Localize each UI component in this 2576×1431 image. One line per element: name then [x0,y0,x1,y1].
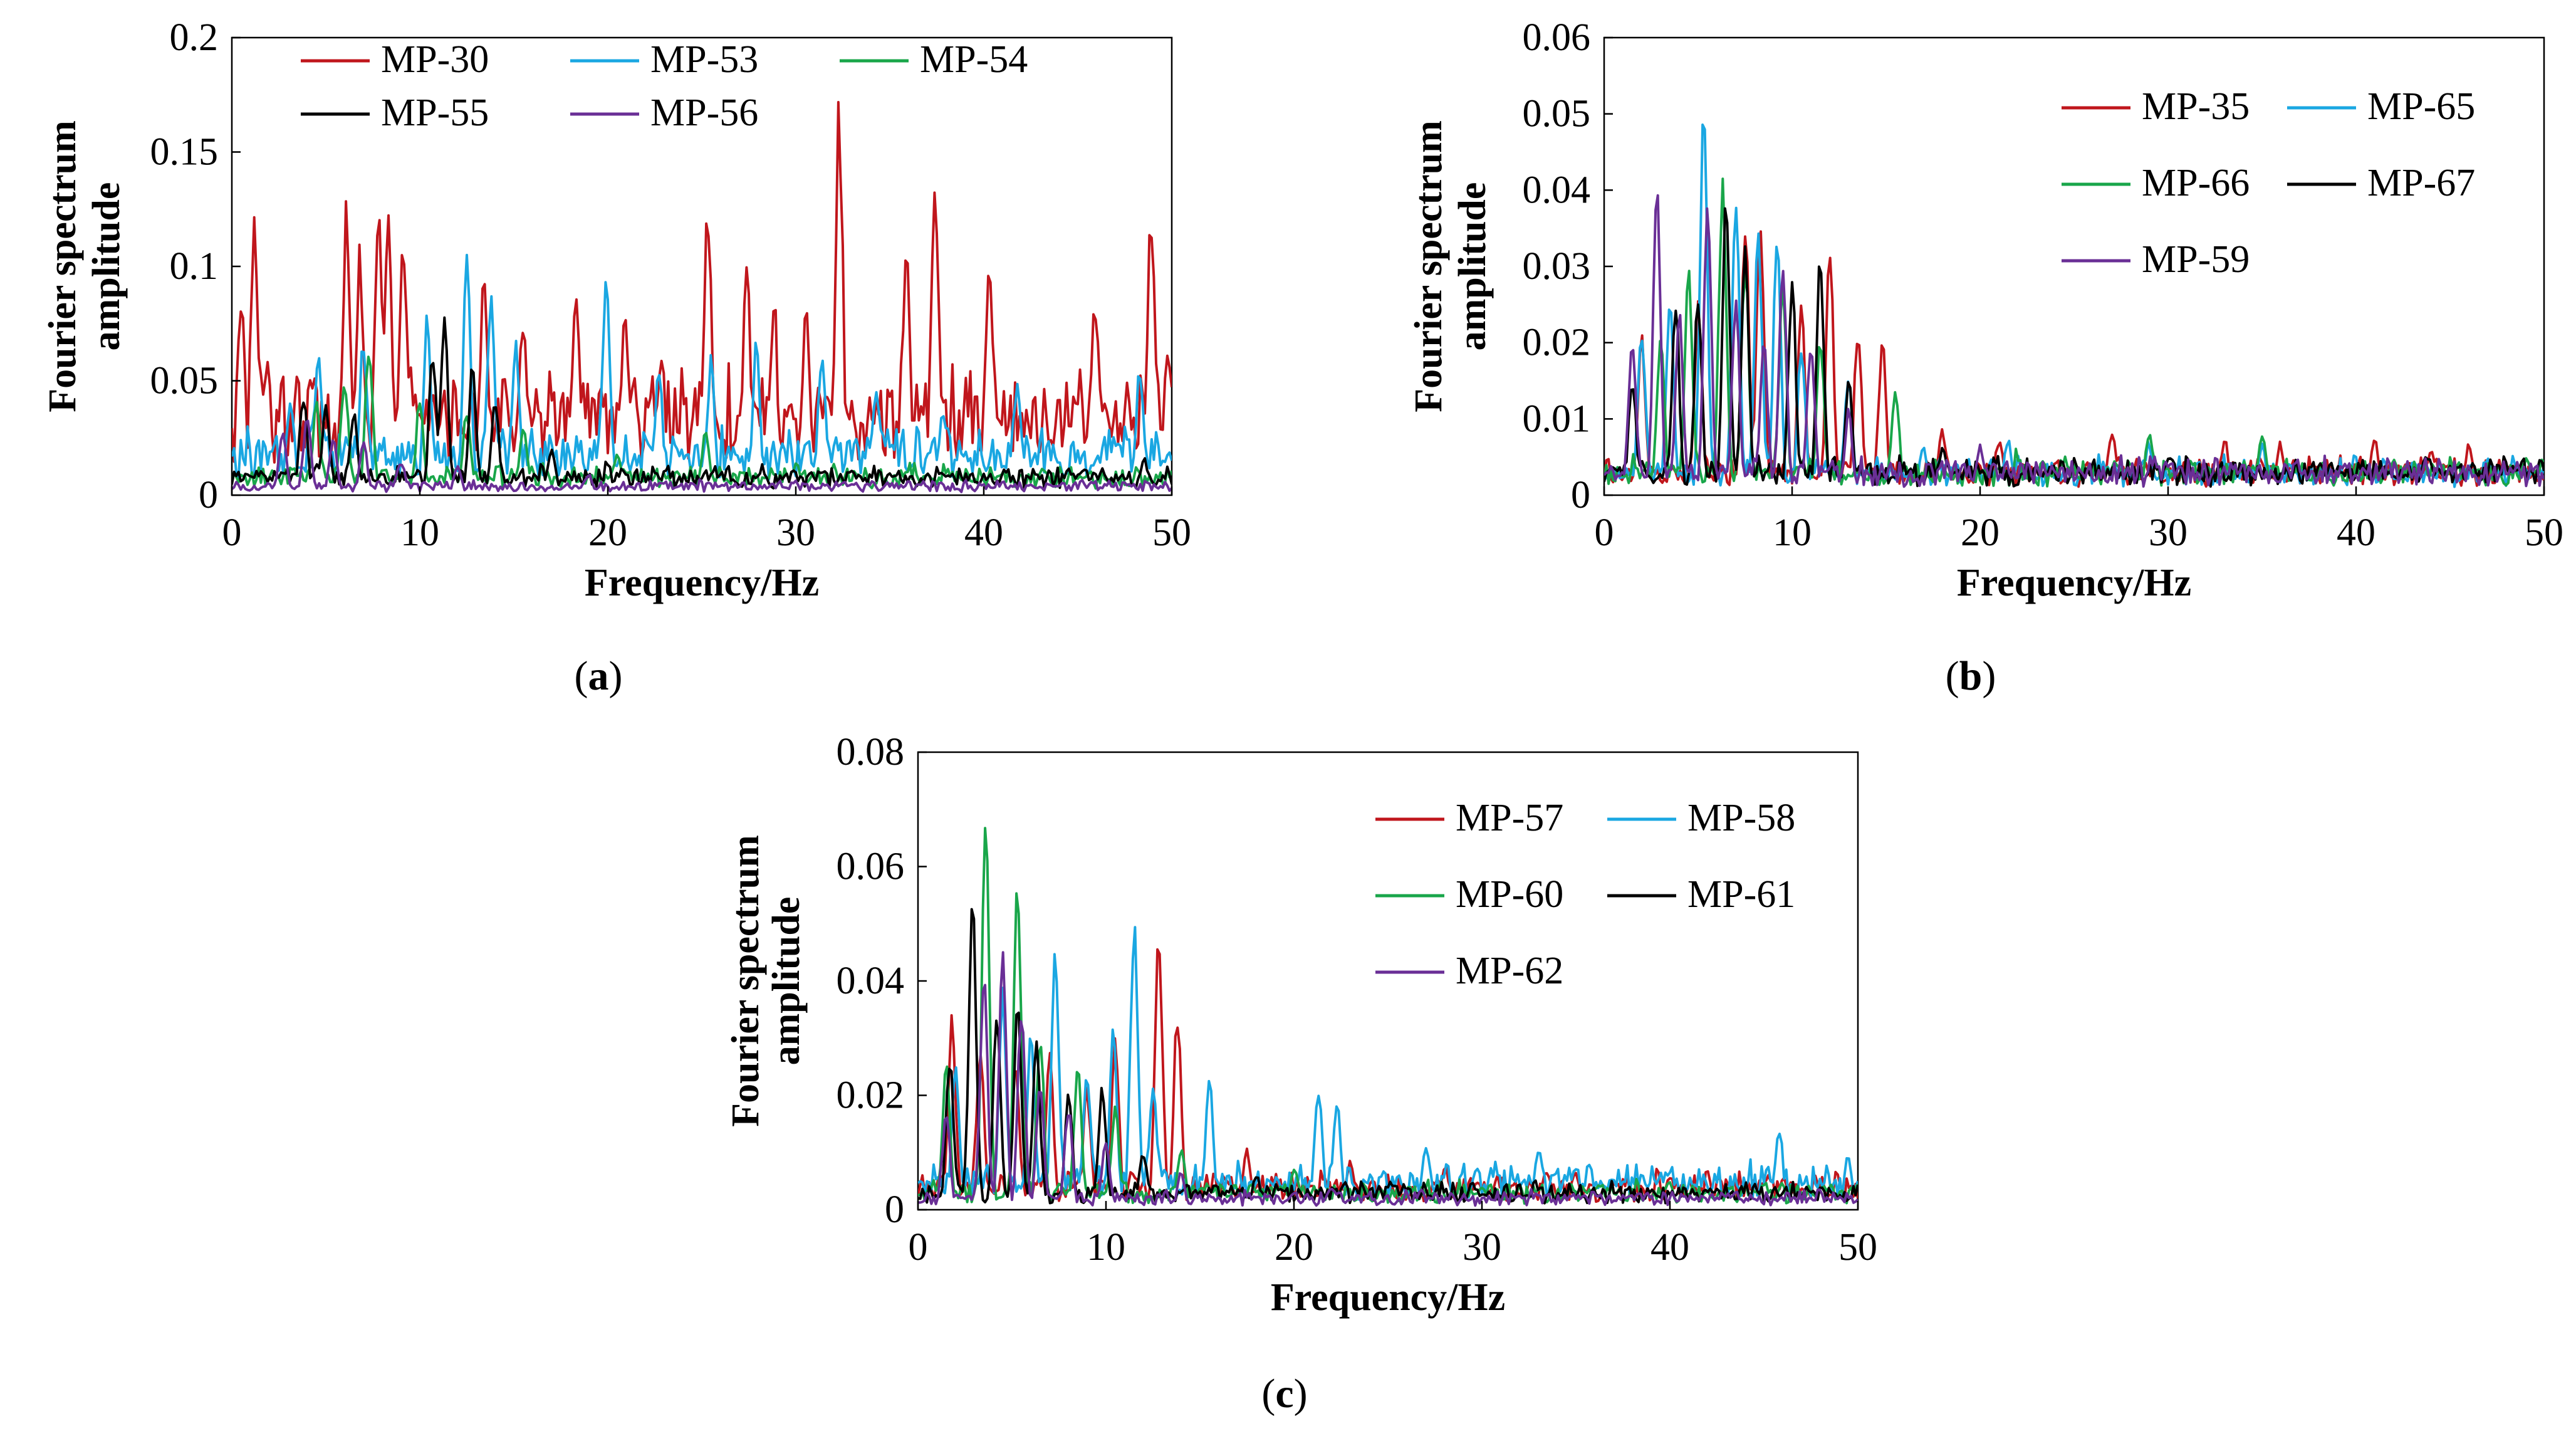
x-tick-label: 40 [2337,511,2375,554]
x-tick-label: 30 [776,511,815,554]
legend: MP-30 MP-53 MP-54 MP-55 MP-56 [301,38,1028,134]
series-line-mp-62 [918,951,1858,1207]
legend-label: MP-57 [1456,797,1563,839]
legend-label: MP-62 [1456,950,1563,992]
x-tick-label: 10 [1087,1226,1125,1269]
y-axis-title-line1: Fourier spectrum [724,835,767,1126]
y-tick-label: 0 [885,1188,904,1231]
x-tick-label: 50 [2525,511,2563,554]
y-tick-label: 0.06 [837,846,905,888]
series-group [232,101,1172,493]
y-tick-label: 0 [1571,474,1590,516]
legend-label: MP-53 [650,38,758,81]
legend-label: MP-54 [920,38,1028,81]
legend-label: MP-58 [1687,797,1795,839]
y-axis-title-line2: amplitude [85,182,128,351]
series-line-mp-59 [1604,194,2544,488]
x-tick-label: 30 [1463,1226,1501,1269]
legend-label: MP-66 [2142,162,2250,204]
y-tick-label: 0.01 [1523,397,1591,440]
series-line-mp-67 [1604,207,2544,488]
legend: MP-35 MP-65 MP-66 MP-67 MP-59 [2062,85,2475,281]
legend-label: MP-55 [381,92,489,134]
y-tick-label: 0.08 [837,731,905,773]
y-axis-title-line2: amplitude [1451,182,1494,351]
legend-label: MP-67 [2367,162,2475,204]
series-line-mp-56 [232,419,1172,493]
x-tick-label: 50 [1838,1226,1877,1269]
x-tick-label: 40 [1650,1226,1689,1269]
x-tick-label: 20 [1961,511,2000,554]
y-axis-title-line1: Fourier spectrum [41,120,84,412]
y-tick-label: 0.04 [1523,169,1591,211]
legend-label: MP-56 [650,92,758,134]
x-axis-title: Frequency/Hz [1957,562,2191,604]
x-tick-label: 0 [1595,511,1614,554]
x-axis-title: Frequency/Hz [585,562,819,604]
y-tick-label: 0.03 [1523,245,1591,288]
y-tick-label: 0.02 [1523,322,1591,364]
panel-label: (b) [1946,653,1996,699]
y-axis-title-line2: amplitude [765,897,808,1066]
y-tick-label: 0.02 [837,1074,905,1117]
legend-label: MP-61 [1687,873,1795,916]
x-tick-label: 0 [222,511,242,554]
series-line-mp-55 [232,316,1172,490]
legend-label: MP-60 [1456,873,1563,916]
legend: MP-57 MP-58 MP-60 MP-61 MP-62 [1375,797,1795,992]
x-tick-label: 20 [588,511,627,554]
x-tick-label: 10 [1773,511,1812,554]
y-tick-label: 0.15 [150,131,219,174]
y-tick-label: 0 [199,474,218,516]
y-tick-label: 0.05 [150,360,219,402]
y-tick-label: 0.1 [170,245,219,288]
x-tick-label: 40 [964,511,1003,554]
y-tick-label: 0.2 [170,16,219,59]
series-line-mp-58 [918,926,1858,1201]
x-tick-label: 50 [1152,511,1191,554]
x-tick-label: 10 [400,511,439,554]
panel-label: (c) [1261,1371,1307,1417]
x-tick-label: 0 [909,1226,928,1269]
chart-panel-2: 0 10 20 30 40 50 0 0.02 0.04 0.06 0.08 Frequency/Hz… [724,731,1877,1417]
chart-panel-1: 0 10 20 30 40 50 0 0.01 0.02 0.03 0.04 0.05 0.06 Freq… [1407,16,2563,699]
y-axis-title-line1: Fourier spectrum [1407,120,1450,412]
y-tick-label: 0.04 [837,960,905,1002]
series-line-mp-30 [232,101,1172,464]
legend-label: MP-30 [381,38,489,81]
chart-panel-0: 0 10 20 30 40 50 0 0.05 0.1 0.15 0.2 Frequency/Hz Fo… [41,16,1191,699]
series-line-mp-66 [1604,177,2544,488]
y-tick-label: 0.05 [1523,93,1591,135]
series-group [1604,123,2544,488]
y-tick-label: 0.06 [1523,16,1591,59]
x-tick-label: 30 [2149,511,2188,554]
x-axis-title: Frequency/Hz [1271,1276,1505,1319]
legend-label: MP-65 [2367,85,2475,128]
legend-label: MP-35 [2142,85,2250,128]
series-group [918,827,1858,1207]
panel-label: (a) [575,653,623,699]
legend-label: MP-59 [2142,238,2250,281]
series-line-mp-60 [918,827,1858,1205]
x-tick-label: 20 [1275,1226,1313,1269]
